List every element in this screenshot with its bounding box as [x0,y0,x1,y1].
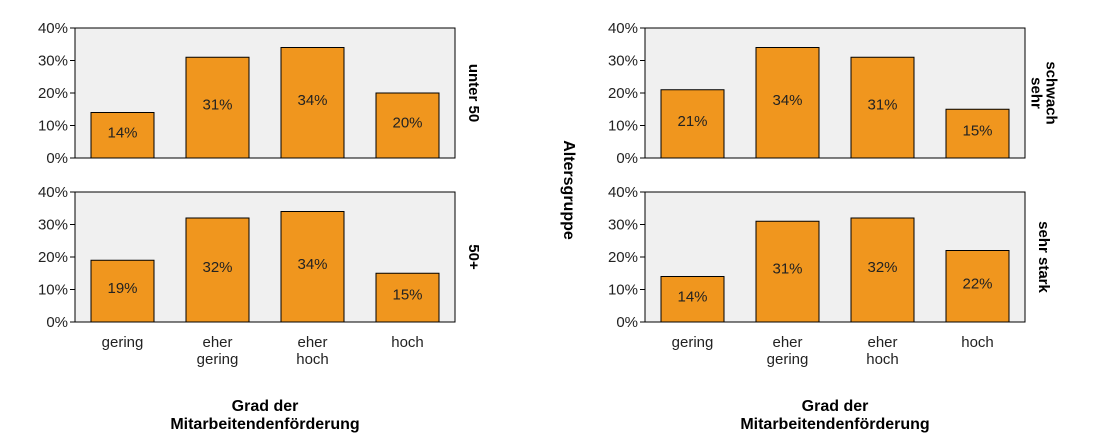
x-category-label: hoch [866,351,899,368]
x-category-label: hoch [961,334,994,351]
y-tick-label: 40% [38,20,68,37]
bar [945,250,1010,323]
bar-data-label: 32% [202,259,232,276]
x-category-label: eher [297,334,327,351]
row-label: sehr [1028,77,1045,109]
bar-data-label: 19% [107,280,137,297]
bar [755,220,820,323]
bar [185,56,250,159]
y-tick-label: 20% [608,85,638,102]
bar-data-label: 22% [962,275,992,292]
x-category-label: hoch [296,351,329,368]
bar [185,217,250,323]
bar [850,56,915,159]
y-tick-label: 10% [38,282,68,299]
y-tick-label: 40% [608,184,638,201]
bar [850,217,915,323]
y-tick-label: 0% [616,150,638,167]
row-label: 50+ [465,244,482,270]
bar-data-label: 14% [107,124,137,141]
panel-2-2: 0% 10% 20% 30% 40% 14% 31% 32% 22% sehr stark [608,184,1052,331]
bar-data-label: 34% [772,92,802,109]
bar [945,108,1010,159]
y-tick-label: 10% [608,282,638,299]
y-tick-label: 0% [46,150,68,167]
row-label: schwach [1043,61,1060,124]
bar [755,47,820,159]
x-category-label: gering [767,351,809,368]
y-tick-label: 30% [608,53,638,70]
bar-data-label: 31% [867,97,897,114]
panel-1-1: 0% 10% 20% 30% 40% 14% 31% 34% 20% unter 50 [38,20,482,167]
panel-1-2: 0% 10% 20% 30% 40% 19% 32% 34% 15% 50+ [38,184,482,331]
y-tick-label: 30% [38,217,68,234]
chart-group-1: 0% 10% 20% 30% 40% 14% 31% 34% 20% unter 50 0% 10% 2… [38,20,577,433]
bar-data-label: 14% [677,288,707,305]
x-category-label: eher [202,334,232,351]
x-axis-title: Mitarbeitendenförderung [170,416,359,433]
y-tick-label: 40% [38,184,68,201]
bar [280,211,345,323]
x-axis-title: Mitarbeitendenförderung [740,416,929,433]
row-label: sehr stark [1035,221,1052,293]
y-tick-label: 0% [616,314,638,331]
bar-data-label: 31% [202,97,232,114]
bar [375,272,440,323]
bar [280,47,345,159]
y-tick-label: 30% [608,217,638,234]
row-label: unter 50 [465,64,482,122]
bar-data-label: 15% [392,287,422,304]
bar-data-label: 34% [297,92,327,109]
facet-group-label: Altersgruppe [560,140,577,240]
y-tick-label: 40% [608,20,638,37]
x-category-label: hoch [391,334,424,351]
bar [660,276,725,323]
bar-data-label: 20% [392,115,422,132]
y-tick-label: 20% [38,85,68,102]
y-tick-label: 10% [38,118,68,135]
bar [375,92,440,159]
bar [90,259,155,323]
x-category-label: eher [867,334,897,351]
x-category-label: gering [102,334,144,351]
y-tick-label: 20% [608,249,638,266]
bar [90,112,155,159]
bar-data-label: 34% [297,256,327,273]
bar [660,89,725,159]
x-category-label: eher [772,334,802,351]
y-tick-label: 10% [608,118,638,135]
y-tick-label: 20% [38,249,68,266]
x-axis-title: Grad der [232,398,299,415]
bar-data-label: 31% [772,261,802,278]
y-tick-label: 0% [46,314,68,331]
x-category-label: gering [672,334,714,351]
bar-data-label: 21% [677,113,707,130]
bar-data-label: 15% [962,123,992,140]
bar-data-label: 32% [867,259,897,276]
y-tick-label: 30% [38,53,68,70]
x-axis-title: Grad der [802,398,869,415]
x-category-label: gering [197,351,239,368]
